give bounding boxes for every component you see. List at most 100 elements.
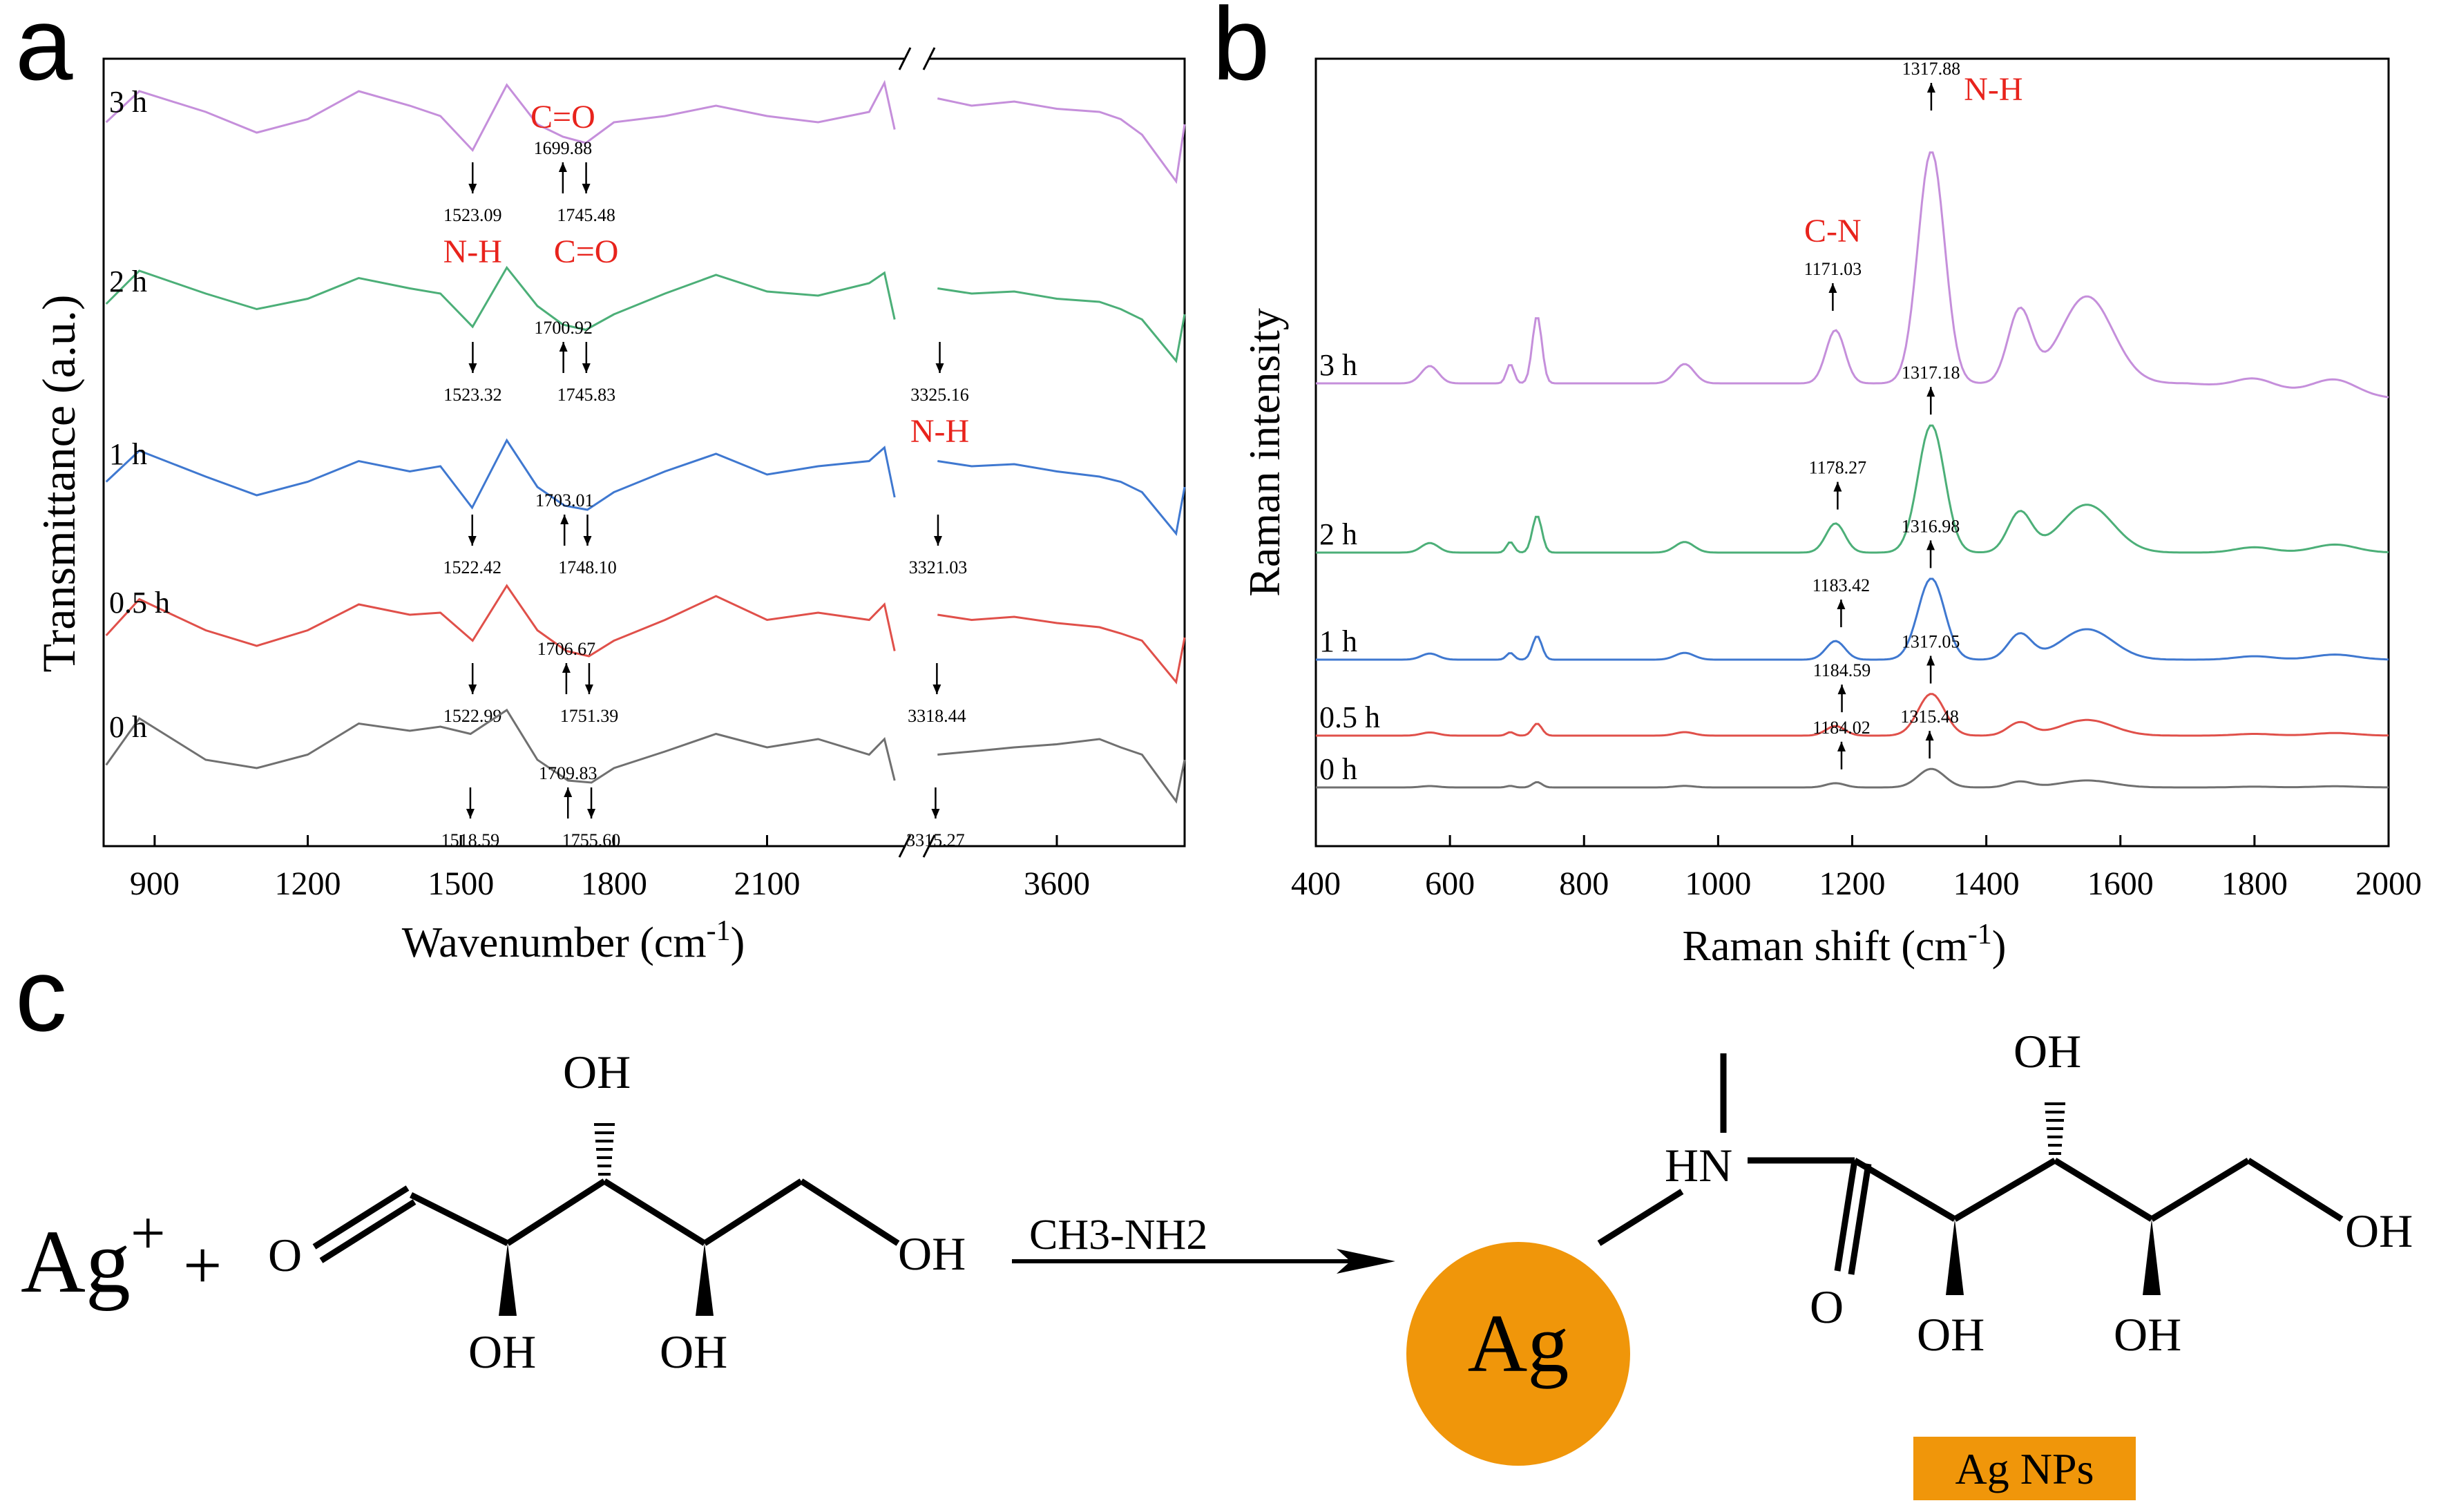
axis-break-gap: [905, 53, 929, 64]
raman-series: 3 h 1171.03 C-N 1317.88N-H 2 h 1178.27 1317.18…: [1316, 59, 2389, 789]
ftir-peak-arrow: [560, 515, 569, 546]
ftir-series-line: [937, 97, 1186, 184]
product-oh-top: OH: [2014, 1025, 2081, 1078]
silver-nanoparticle: [1406, 1242, 1630, 1466]
raman-xtick-label: 800: [1559, 865, 1609, 902]
product-oh-bottom-1: OH: [1917, 1308, 1984, 1361]
raman-peak-arrow: [1837, 685, 1846, 713]
raman-peak-label: 1178.27: [1809, 458, 1867, 478]
ftir-series-line: [105, 584, 896, 658]
reactant-oh-top: OH: [563, 1046, 631, 1098]
ftir-xlabel: Wavenumber (cm-1): [402, 915, 745, 966]
product-oh-bottom-2: OH: [2114, 1308, 2181, 1361]
raman-xtick-label: 1400: [1953, 865, 2020, 902]
ftir-peak-label: 3318.44: [908, 706, 966, 726]
ftir-peak-label: 1709.83: [539, 763, 597, 783]
raman-xtick-label: 1200: [1819, 865, 1886, 902]
raman-series-label: 1 h: [1319, 624, 1357, 658]
ftir-peak-arrow: [931, 787, 940, 819]
ftir-peak-arrow: [468, 162, 477, 193]
raman-series-line: [1316, 693, 2389, 737]
ftir-peak-label: 1703.01: [535, 490, 594, 510]
raman-xtick-label: 1000: [1685, 865, 1751, 902]
ftir-peak-label: 1700.92: [534, 318, 593, 338]
ftir-series-label: 0.5 h: [109, 586, 170, 620]
raman-ylabel: Raman intensity: [1240, 308, 1289, 597]
panel-letter-c: c: [15, 937, 67, 1053]
ftir-peak-label: 3321.03: [909, 557, 968, 577]
ftir-peak-arrow: [583, 515, 592, 546]
ftir-peak-label: 1745.83: [557, 385, 616, 405]
ftir-peak-label: 1522.42: [443, 557, 502, 577]
ftir-xtick-label: 1200: [275, 865, 341, 902]
raman-xtick-label: 600: [1425, 865, 1475, 902]
raman-peak-arrow: [1926, 655, 1935, 684]
ftir-chart: 3 h 1523.09 N-H 1699.88 C=O 1745.48 C=O 2 h 1523…: [32, 47, 1186, 966]
raman-peak-label: 1316.98: [1902, 516, 1960, 536]
ftir-peak-label: 1706.67: [537, 639, 596, 659]
panel-letter-b: b: [1212, 0, 1270, 102]
ftir-series-line: [105, 438, 896, 511]
raman-peak-arrow: [1925, 731, 1934, 759]
raman-xtick-label: 1800: [2221, 865, 2288, 902]
ftir-ylabel: Transmittance (a.u.): [32, 294, 85, 672]
raman-band-tag: C-N: [1804, 213, 1862, 249]
ftir-band-tag: N-H: [443, 233, 502, 270]
ftir-xtick-label: 3600: [1024, 865, 1090, 902]
ftir-series-line: [937, 738, 1186, 804]
raman-chart: 3 h 1171.03 C-N 1317.88N-H 2 h 1178.27 1317.18…: [1240, 57, 2422, 970]
ftir-peak-arrow: [562, 663, 571, 694]
raman-peak-label: 1184.02: [1812, 718, 1871, 738]
raman-peak-label: 1317.18: [1902, 363, 1960, 383]
ftir-peak-label: 1523.32: [443, 385, 502, 405]
ftir-peak-arrow: [558, 162, 567, 193]
raman-ticks: 400 600 800 1000 1200 1400 1600 1800 2000: [1291, 835, 2422, 902]
raman-band-tag: N-H: [1964, 71, 2022, 108]
reactant-oh-right: OH: [898, 1227, 966, 1280]
ftir-series-line: [937, 613, 1186, 685]
ftir-ticks: 900 1200 1500 1800 2100 3600: [130, 835, 1090, 902]
ftir-series-label: 0 h: [109, 710, 147, 744]
raman-xtick-label: 2000: [2355, 865, 2422, 902]
ftir-peak-label: 1755.60: [562, 830, 621, 850]
raman-peak-label: 1317.05: [1902, 632, 1960, 652]
raman-series-line: [1316, 767, 2389, 789]
ftir-peak-arrow: [468, 663, 477, 694]
raman-peak-label: 1315.48: [1900, 707, 1959, 727]
silver-nanoparticle-label: Ag: [1468, 1297, 1569, 1389]
ftir-xtick-label: 2100: [734, 865, 801, 902]
reaction-arrow: [1012, 1249, 1395, 1274]
ftir-peak-arrow: [559, 342, 568, 373]
ftir-series: 3 h 1523.09 N-H 1699.88 C=O 1745.48 C=O 2 h 1523…: [105, 79, 1186, 850]
ftir-peak-label: 1745.48: [557, 205, 615, 225]
raman-xtick-label: 400: [1291, 865, 1341, 902]
ftir-peak-arrow: [582, 162, 591, 193]
raman-peak-label: 1171.03: [1804, 259, 1862, 279]
ftir-peak-arrow: [468, 515, 477, 546]
ftir-band-tag: C=O: [530, 99, 595, 135]
ftir-peak-arrow: [932, 663, 941, 694]
raman-peak-label: 1317.88: [1902, 59, 1961, 79]
ftir-series-line: [105, 79, 896, 153]
ftir-xtick-label: 1800: [581, 865, 647, 902]
ftir-peak-label: 3315.27: [906, 830, 965, 850]
ftir-peak-label: 1523.09: [443, 205, 502, 225]
raman-peak-arrow: [1833, 481, 1842, 510]
ftir-series-line: [105, 265, 896, 332]
ftir-peak-arrow: [587, 787, 596, 819]
raman-series-label: 0.5 h: [1319, 700, 1380, 734]
plus-sign: +: [183, 1227, 222, 1303]
panel-letter-a: a: [15, 0, 73, 102]
ftir-peak-label: 1518.59: [441, 830, 500, 850]
ftir-peak-label: 3325.16: [910, 385, 969, 405]
reagent-label: CH3-NH2: [1029, 1212, 1207, 1259]
axis-break-mark: [898, 47, 912, 70]
reactant-oh-bottom-2: OH: [660, 1326, 727, 1378]
raman-series-label: 3 h: [1319, 348, 1357, 382]
product-hn: HN: [1665, 1139, 1732, 1192]
ftir-series-label: 2 h: [109, 265, 147, 298]
raman-peak-arrow: [1837, 600, 1846, 628]
reaction-scheme: Ag+ + O OH OH: [21, 1025, 2413, 1500]
raman-peak-label: 1183.42: [1812, 575, 1871, 595]
